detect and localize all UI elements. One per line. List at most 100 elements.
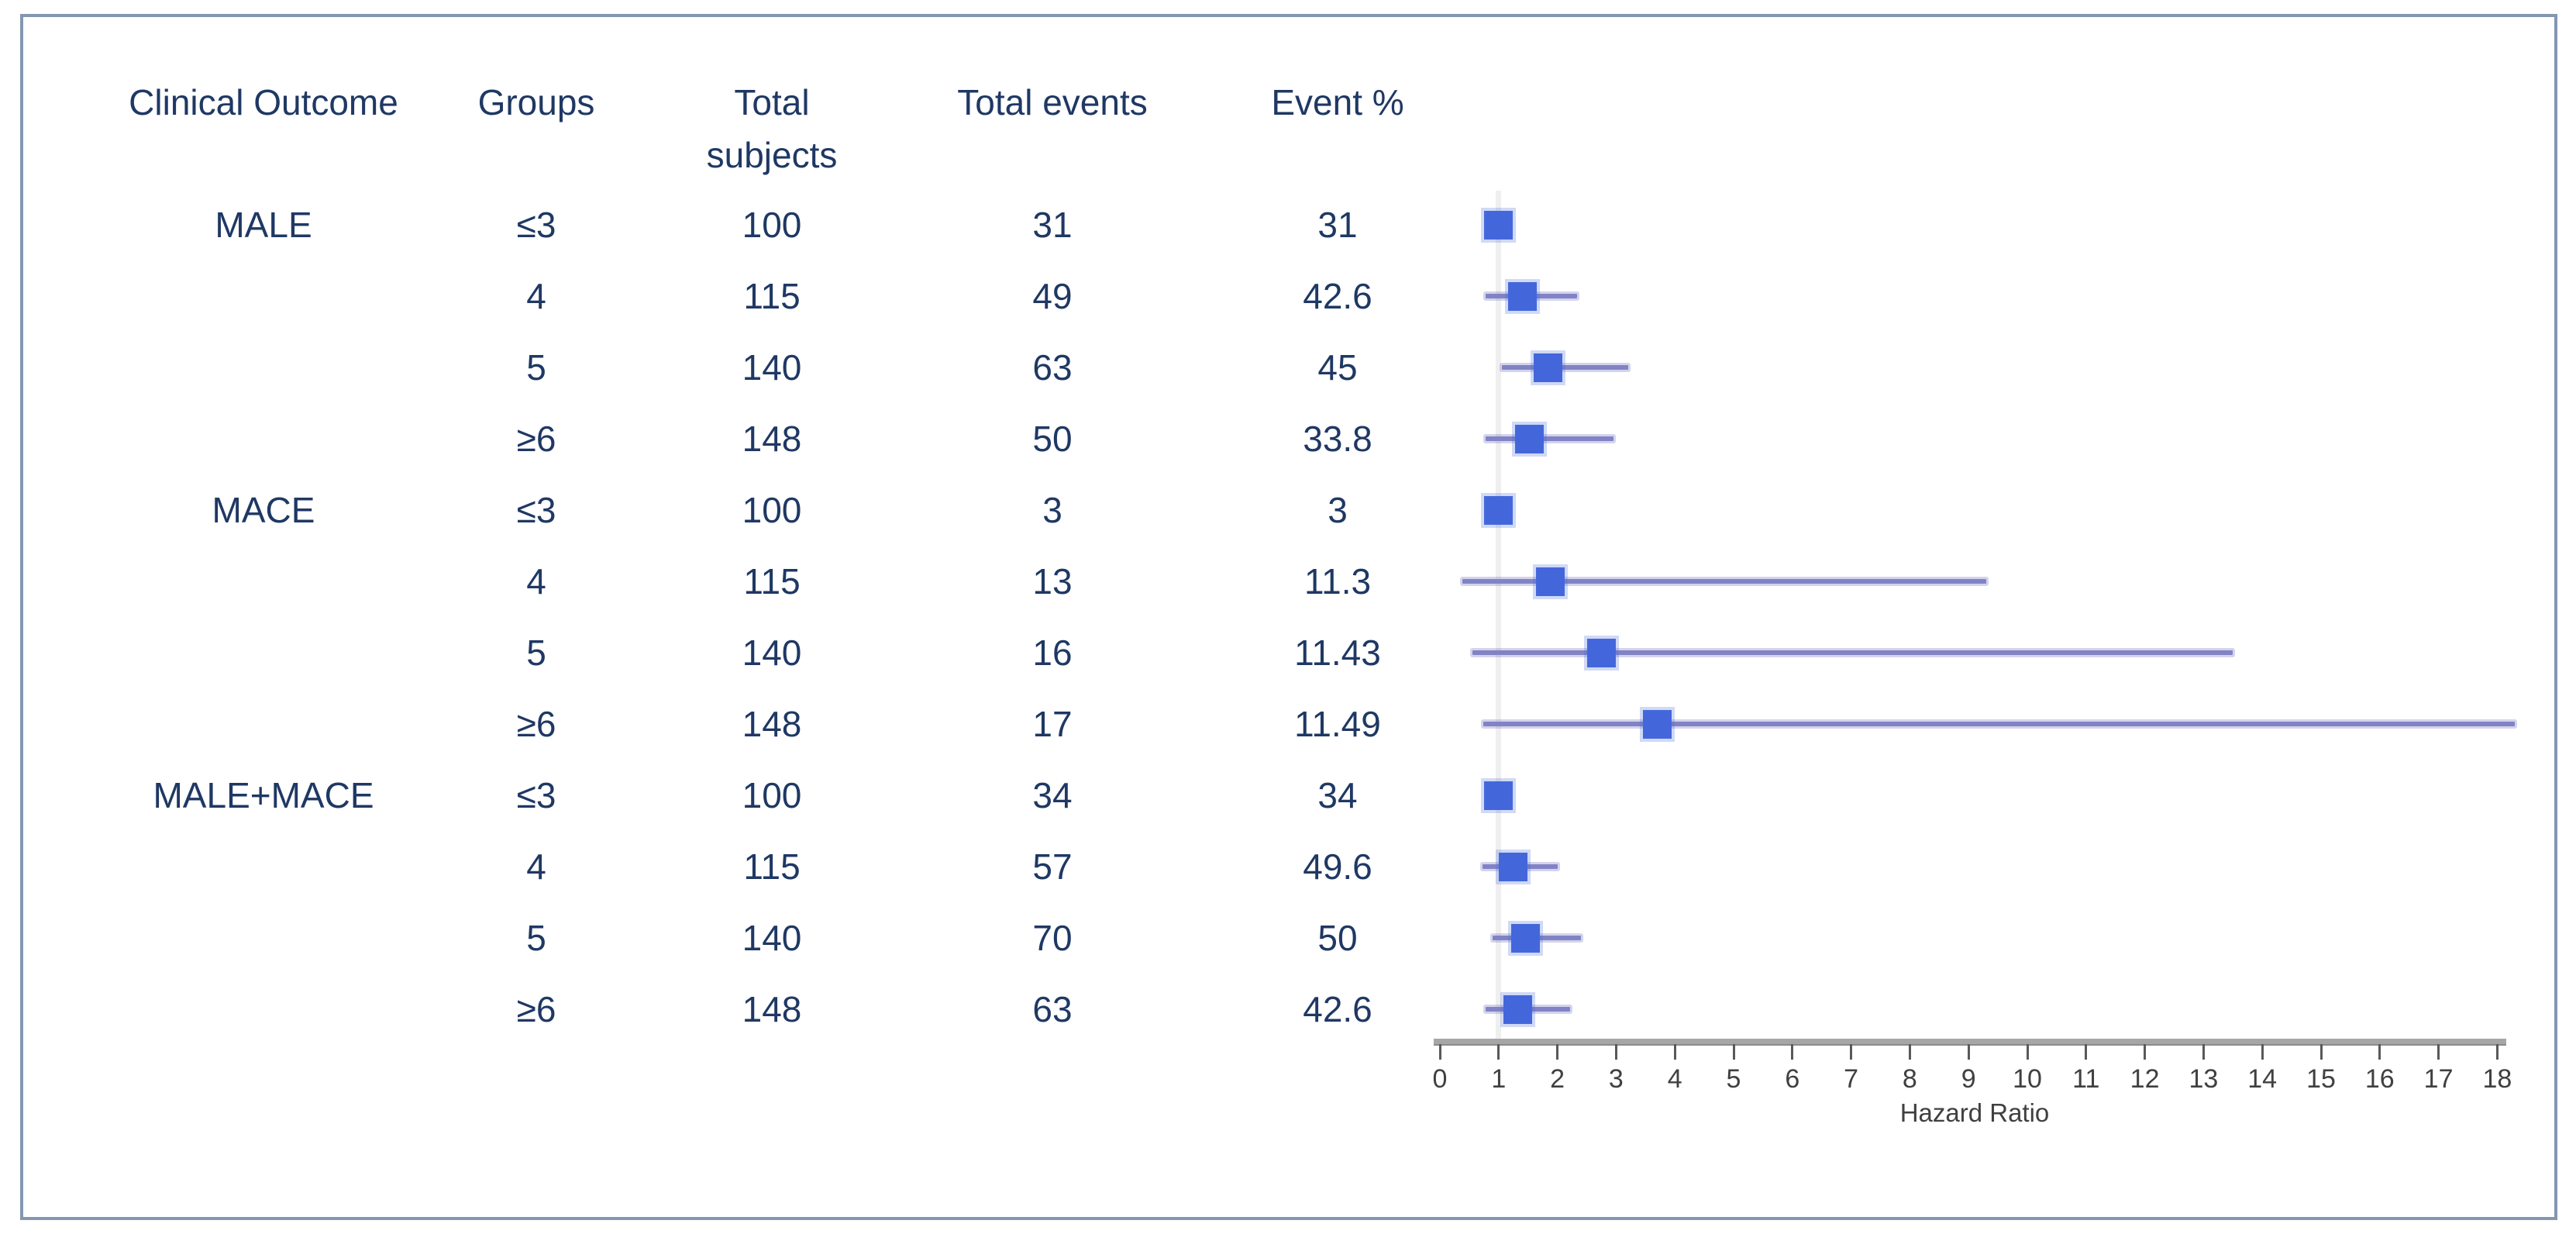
group-cell: 4 bbox=[526, 561, 546, 602]
axis-tick bbox=[1614, 1044, 1617, 1060]
event-pct-cell: 11.43 bbox=[1294, 633, 1381, 673]
axis-tick-label: 14 bbox=[2247, 1064, 2278, 1094]
total-subjects-cell: 115 bbox=[743, 846, 801, 887]
total-events-cell: 63 bbox=[1032, 989, 1073, 1029]
hr-marker bbox=[1484, 495, 1514, 525]
axis-tick-label: 2 bbox=[1550, 1064, 1565, 1094]
total-events-cell: 16 bbox=[1032, 633, 1073, 673]
axis-tick-label: 17 bbox=[2423, 1064, 2454, 1094]
axis-tick bbox=[1438, 1044, 1441, 1060]
axis-tick bbox=[1556, 1044, 1559, 1060]
total-subjects-cell: 148 bbox=[742, 704, 802, 744]
event-pct-cell: 34 bbox=[1317, 775, 1358, 815]
axis-tick bbox=[2495, 1044, 2499, 1060]
axis-tick-label: 12 bbox=[2130, 1064, 2160, 1094]
hr-marker bbox=[1533, 353, 1562, 382]
total-subjects-cell: 100 bbox=[742, 490, 802, 530]
event-pct-cell: 42.6 bbox=[1303, 276, 1372, 316]
axis-tick-label: 11 bbox=[2072, 1064, 2100, 1094]
group-cell: 4 bbox=[526, 846, 546, 887]
axis-tick-label: 1 bbox=[1491, 1064, 1507, 1094]
axis-tick bbox=[1908, 1044, 1911, 1060]
axis-tick bbox=[1497, 1044, 1500, 1060]
total-subjects-cell: 115 bbox=[743, 561, 801, 602]
event-pct-cell: 31 bbox=[1317, 205, 1358, 245]
total-subjects-cell: 140 bbox=[742, 633, 802, 673]
axis-tick-label: 13 bbox=[2189, 1064, 2219, 1094]
group-cell: ≤3 bbox=[516, 490, 556, 530]
total-events-cell: 34 bbox=[1032, 775, 1073, 815]
axis-tick-label: 9 bbox=[1961, 1064, 1976, 1094]
outcome-cell: MALE bbox=[215, 205, 312, 245]
axis-tick bbox=[1791, 1044, 1794, 1060]
axis-tick-label: 8 bbox=[1902, 1064, 1917, 1094]
axis-tick-label: 7 bbox=[1844, 1064, 1859, 1094]
event-pct-cell: 11.3 bbox=[1303, 561, 1372, 602]
ci-line bbox=[1472, 650, 2233, 655]
group-cell: 4 bbox=[526, 276, 546, 316]
total-events-cell: 3 bbox=[1042, 490, 1062, 530]
hr-marker bbox=[1503, 995, 1533, 1024]
axis-tick-label: 18 bbox=[2482, 1064, 2512, 1094]
column-header-event-pct: Event % bbox=[1271, 82, 1404, 122]
group-cell: ≥6 bbox=[516, 704, 556, 744]
event-pct-cell: 33.8 bbox=[1303, 419, 1372, 459]
group-cell: ≤3 bbox=[516, 775, 556, 815]
x-axis-line bbox=[1434, 1039, 2506, 1046]
hr-marker bbox=[1586, 638, 1616, 667]
total-events-cell: 70 bbox=[1032, 918, 1073, 958]
event-pct-cell: 45 bbox=[1317, 347, 1358, 388]
hr-marker bbox=[1642, 709, 1672, 739]
ci-line bbox=[1502, 365, 1628, 370]
x-axis-title: Hazard Ratio bbox=[1899, 1098, 2050, 1127]
axis-tick bbox=[2378, 1044, 2381, 1060]
column-header-total-events: Total events bbox=[957, 82, 1148, 122]
total-events-cell: 57 bbox=[1032, 846, 1073, 887]
frame-border bbox=[20, 14, 2557, 1220]
event-pct-cell: 42.6 bbox=[1303, 989, 1372, 1029]
axis-tick bbox=[2202, 1044, 2205, 1060]
group-cell: ≥6 bbox=[516, 419, 556, 459]
axis-tick bbox=[1967, 1044, 1970, 1060]
event-pct-cell: 50 bbox=[1317, 918, 1358, 958]
axis-tick-label: 3 bbox=[1608, 1064, 1624, 1094]
axis-tick bbox=[1673, 1044, 1676, 1060]
total-subjects-cell: 148 bbox=[742, 989, 802, 1029]
axis-tick bbox=[2437, 1044, 2440, 1060]
reference-line bbox=[1496, 191, 1502, 1039]
hr-marker bbox=[1484, 781, 1514, 810]
hr-marker bbox=[1536, 567, 1565, 596]
ci-line bbox=[1486, 436, 1613, 441]
axis-tick bbox=[2319, 1044, 2323, 1060]
axis-tick bbox=[2026, 1044, 2029, 1060]
hr-marker bbox=[1511, 923, 1541, 953]
axis-tick bbox=[2144, 1044, 2147, 1060]
total-subjects-cell: 140 bbox=[742, 918, 802, 958]
axis-tick bbox=[1732, 1044, 1735, 1060]
hr-marker bbox=[1514, 424, 1544, 453]
total-events-cell: 49 bbox=[1032, 276, 1073, 316]
axis-tick-label: 10 bbox=[2013, 1064, 2042, 1094]
column-header-total-subjects: Total subjects bbox=[706, 82, 838, 175]
total-subjects-cell: 100 bbox=[742, 775, 802, 815]
total-subjects-cell: 115 bbox=[743, 276, 801, 316]
group-cell: 5 bbox=[526, 633, 546, 673]
total-events-cell: 63 bbox=[1032, 347, 1073, 388]
axis-tick bbox=[2261, 1044, 2264, 1060]
axis-tick-label: 5 bbox=[1726, 1064, 1741, 1094]
total-events-cell: 13 bbox=[1032, 561, 1073, 602]
axis-tick-label: 6 bbox=[1785, 1064, 1800, 1094]
axis-tick-label: 4 bbox=[1667, 1064, 1682, 1094]
group-cell: ≥6 bbox=[516, 989, 556, 1029]
axis-tick bbox=[1850, 1044, 1853, 1060]
event-pct-cell: 3 bbox=[1328, 490, 1348, 530]
group-cell: 5 bbox=[526, 918, 546, 958]
axis-tick-label: 0 bbox=[1432, 1064, 1448, 1094]
axis-tick bbox=[2085, 1044, 2088, 1060]
total-subjects-cell: 100 bbox=[742, 205, 802, 245]
hr-marker bbox=[1484, 210, 1514, 240]
column-header-groups: Groups bbox=[477, 82, 595, 122]
outcome-cell: MACE bbox=[212, 490, 315, 530]
outcome-cell: MALE+MACE bbox=[153, 775, 374, 815]
